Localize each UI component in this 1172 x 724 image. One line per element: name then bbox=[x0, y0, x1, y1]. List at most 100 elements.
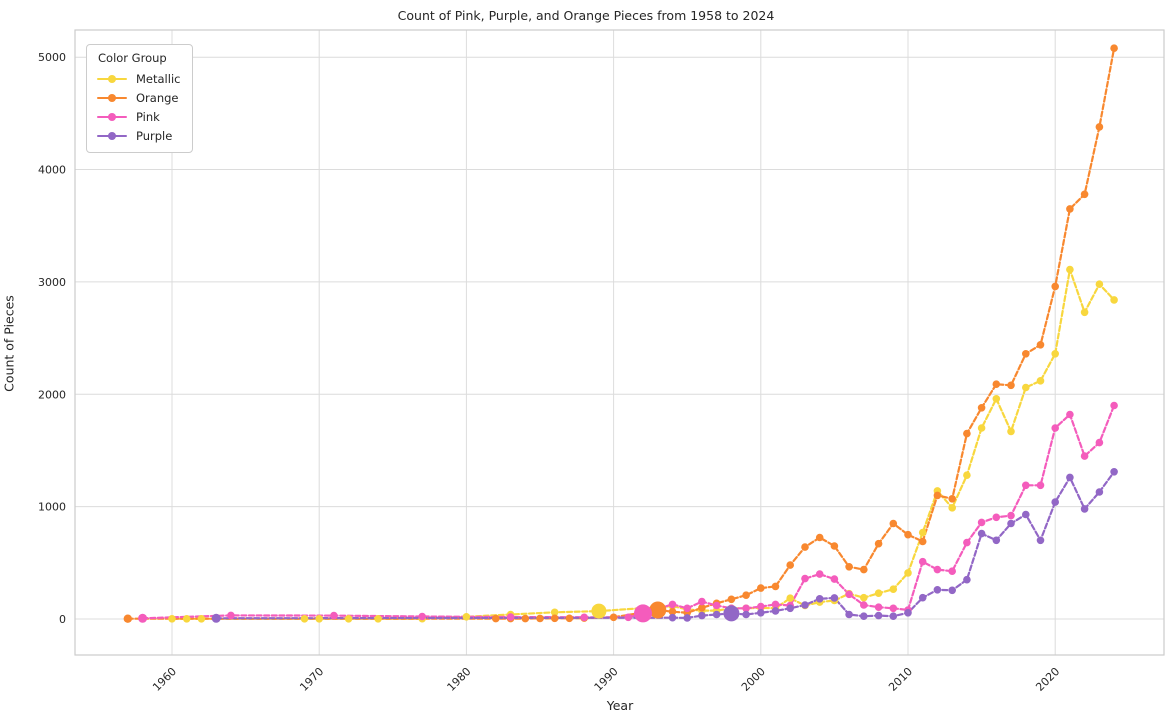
data-point-metallic bbox=[344, 615, 353, 623]
data-point-pink bbox=[1095, 438, 1104, 447]
legend: Color Group Metallic Orange Pink Purple bbox=[86, 44, 194, 153]
data-point-orange bbox=[948, 495, 956, 503]
y-tick-label: 3000 bbox=[38, 276, 66, 289]
x-tick-label: 1970 bbox=[297, 665, 326, 694]
data-point-orange bbox=[889, 519, 898, 528]
legend-label: Metallic bbox=[136, 71, 181, 86]
data-point-orange bbox=[668, 607, 677, 616]
data-point-orange bbox=[1080, 190, 1089, 199]
data-point-purple bbox=[1066, 473, 1074, 482]
y-axis-label: Count of Pieces bbox=[1, 295, 17, 392]
data-point-pink bbox=[330, 611, 338, 620]
legend-marker-metallic-icon bbox=[97, 74, 127, 84]
data-point-pink bbox=[860, 601, 868, 609]
data-point-orange bbox=[963, 429, 971, 438]
data-point-pink bbox=[948, 567, 956, 575]
data-point-purple bbox=[786, 604, 794, 613]
data-point-orange bbox=[1051, 282, 1059, 291]
data-point-purple bbox=[874, 611, 883, 620]
data-point-metallic bbox=[1080, 308, 1089, 317]
plot-border bbox=[74, 29, 1165, 656]
data-point-purple bbox=[904, 609, 912, 617]
legend-entry-metallic: Metallic bbox=[97, 69, 180, 88]
data-point-pink bbox=[683, 604, 691, 613]
data-point-pink bbox=[933, 565, 942, 574]
legend-marker-pink-icon bbox=[97, 112, 127, 122]
data-point-metallic bbox=[977, 424, 986, 432]
series-line-metallic bbox=[170, 269, 1116, 620]
data-point-pink bbox=[757, 602, 765, 611]
data-point-purple bbox=[933, 586, 942, 594]
data-point-orange bbox=[801, 543, 809, 551]
data-point-orange bbox=[536, 614, 544, 623]
data-point-purple bbox=[771, 607, 780, 615]
data-point-pink bbox=[1066, 410, 1074, 419]
data-point-orange bbox=[550, 614, 559, 623]
data-point-metallic bbox=[315, 615, 324, 623]
data-point-pink bbox=[918, 557, 927, 566]
data-point-purple bbox=[918, 593, 927, 602]
data-point-orange bbox=[492, 614, 500, 623]
data-point-metallic bbox=[992, 395, 1001, 403]
data-point-purple bbox=[815, 595, 824, 603]
y-tick-label: 0 bbox=[59, 613, 66, 626]
data-point-purple bbox=[801, 601, 809, 609]
x-axis-label: Year bbox=[606, 698, 634, 713]
data-point-orange bbox=[123, 614, 132, 623]
data-point-purple bbox=[698, 611, 706, 620]
legend-entry-purple: Purple bbox=[97, 126, 180, 145]
x-tick-label: 1960 bbox=[150, 665, 179, 694]
data-point-orange bbox=[565, 614, 574, 623]
data-point-orange bbox=[977, 404, 986, 412]
data-point-orange bbox=[904, 530, 912, 539]
data-point-purple bbox=[211, 613, 221, 623]
y-tick-label: 4000 bbox=[38, 164, 66, 177]
data-point-metallic bbox=[1051, 350, 1059, 358]
data-point-purple bbox=[712, 610, 721, 619]
legend-marker-orange-icon bbox=[97, 93, 127, 103]
series-line-purple bbox=[215, 470, 1116, 620]
data-point-pink bbox=[963, 538, 971, 547]
x-tick-label: 1990 bbox=[592, 665, 621, 694]
data-point-pink bbox=[138, 613, 148, 623]
data-point-pink bbox=[668, 600, 677, 609]
data-point-pink bbox=[418, 612, 427, 621]
data-point-purple bbox=[992, 536, 1001, 545]
data-point-metallic bbox=[1007, 427, 1015, 436]
data-point-metallic bbox=[1066, 265, 1074, 274]
data-point-purple bbox=[977, 529, 986, 538]
data-point-metallic bbox=[591, 603, 607, 619]
data-point-pink bbox=[992, 513, 1001, 522]
data-point-orange bbox=[1095, 123, 1104, 131]
data-point-pink bbox=[1110, 401, 1118, 410]
data-point-orange bbox=[698, 604, 706, 612]
data-point-pink bbox=[624, 613, 633, 622]
data-point-metallic bbox=[374, 615, 382, 623]
data-point-metallic bbox=[904, 569, 912, 577]
data-point-metallic bbox=[1095, 280, 1104, 289]
data-point-pink bbox=[1007, 511, 1015, 520]
data-point-pink bbox=[227, 611, 235, 620]
data-point-orange bbox=[1036, 341, 1045, 349]
data-point-orange bbox=[918, 537, 927, 546]
data-point-purple bbox=[860, 612, 868, 620]
data-point-pink bbox=[845, 590, 853, 599]
data-point-orange bbox=[742, 591, 750, 599]
data-point-pink bbox=[742, 604, 750, 613]
data-point-metallic bbox=[889, 585, 898, 593]
data-point-pink bbox=[830, 575, 839, 583]
series-line-orange bbox=[126, 47, 1116, 620]
data-point-metallic bbox=[918, 528, 927, 537]
x-tick-label: 1980 bbox=[445, 665, 474, 694]
data-point-pink bbox=[712, 601, 721, 610]
data-point-pink bbox=[634, 604, 652, 623]
series-line-pink bbox=[141, 404, 1116, 620]
data-point-purple bbox=[1080, 505, 1089, 513]
data-point-pink bbox=[1036, 481, 1045, 490]
data-point-orange bbox=[845, 563, 853, 571]
x-tick-label: 2000 bbox=[739, 665, 768, 694]
data-point-orange bbox=[992, 380, 1001, 389]
data-point-metallic bbox=[963, 471, 971, 480]
data-point-metallic bbox=[1022, 383, 1030, 392]
data-point-orange bbox=[727, 595, 736, 604]
